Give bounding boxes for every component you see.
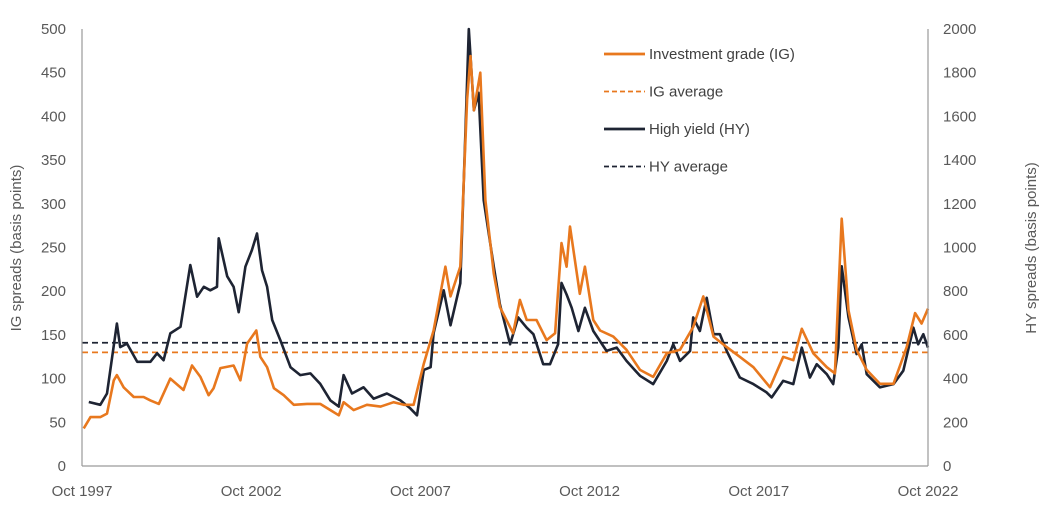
left-tick-label: 500 — [41, 21, 66, 38]
right-tick-label: 1400 — [943, 152, 976, 169]
x-tick-label: Oct 2012 — [559, 483, 620, 500]
legend-item: HY average — [604, 159, 728, 176]
x-tick-label: Oct 2002 — [221, 483, 282, 500]
legend-item: Investment grade (IG) — [604, 46, 795, 63]
legend-item: High yield (HY) — [604, 121, 750, 138]
right-tick-label: 2000 — [943, 21, 976, 38]
x-tick-label: Oct 2007 — [390, 483, 451, 500]
left-axis-title: IG spreads (basis points) — [8, 165, 25, 332]
x-tick-label: Oct 1997 — [52, 483, 113, 500]
hy-series-line — [88, 27, 930, 417]
right-tick-label: 1000 — [943, 240, 976, 257]
left-tick-label: 350 — [41, 152, 66, 169]
right-tick-label: 200 — [943, 414, 968, 431]
right-tick-label: 1800 — [943, 65, 976, 82]
left-tick-label: 100 — [41, 371, 66, 388]
left-tick-label: 0 — [58, 458, 66, 475]
legend-label: High yield (HY) — [649, 121, 750, 138]
left-tick-label: 400 — [41, 108, 66, 125]
left-tick-label: 50 — [49, 414, 66, 431]
right-tick-label: 400 — [943, 371, 968, 388]
legend-item: IG average — [604, 84, 723, 101]
ig-series-line — [82, 54, 930, 430]
x-tick-label: Oct 2017 — [728, 483, 789, 500]
left-tick-label: 250 — [41, 240, 66, 257]
legend: Investment grade (IG) IG average High yiel… — [604, 46, 795, 176]
x-tick-label: Oct 2022 — [898, 483, 959, 500]
right-tick-label: 1600 — [943, 108, 976, 125]
left-tick-label: 300 — [41, 196, 66, 213]
tick-labels: 0 50 100 150 200 250 300 350 400 450 500 0 200 400 600… — [41, 21, 976, 500]
legend-label: IG average — [649, 84, 723, 101]
legend-label: HY average — [649, 159, 728, 176]
left-tick-label: 200 — [41, 283, 66, 300]
left-tick-label: 450 — [41, 65, 66, 82]
left-tick-label: 150 — [41, 327, 66, 344]
right-tick-label: 1200 — [943, 196, 976, 213]
legend-label: Investment grade (IG) — [649, 46, 795, 63]
right-tick-label: 800 — [943, 283, 968, 300]
plot-lines — [82, 27, 930, 430]
right-tick-label: 0 — [943, 458, 951, 475]
right-axis-title: HY spreads (basis points) — [1023, 162, 1040, 333]
right-tick-label: 600 — [943, 327, 968, 344]
